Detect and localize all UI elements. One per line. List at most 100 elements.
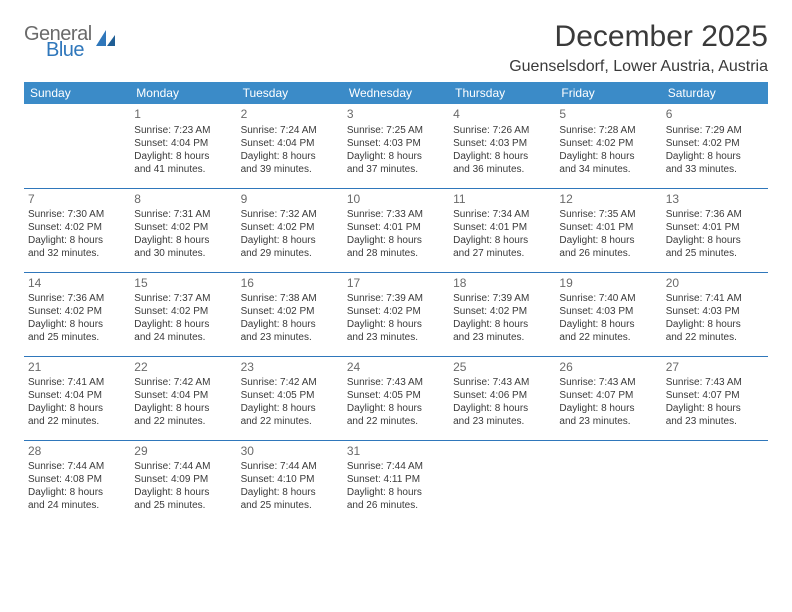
day-daylight2: and 41 minutes. (134, 163, 232, 176)
day-sunset: Sunset: 4:01 PM (559, 221, 657, 234)
day-sunrise: Sunrise: 7:35 AM (559, 208, 657, 221)
calendar-cell: 10Sunrise: 7:33 AMSunset: 4:01 PMDayligh… (343, 188, 449, 272)
day-sunset: Sunset: 4:07 PM (666, 389, 764, 402)
day-number: 15 (134, 276, 232, 292)
calendar-cell (555, 440, 661, 524)
day-number: 14 (28, 276, 126, 292)
day-sunrise: Sunrise: 7:41 AM (666, 292, 764, 305)
day-daylight1: Daylight: 8 hours (241, 150, 339, 163)
calendar-cell: 13Sunrise: 7:36 AMSunset: 4:01 PMDayligh… (662, 188, 768, 272)
day-number: 20 (666, 276, 764, 292)
day-sunrise: Sunrise: 7:44 AM (241, 460, 339, 473)
weekday-wednesday: Wednesday (343, 82, 449, 104)
day-sunset: Sunset: 4:02 PM (134, 305, 232, 318)
day-daylight2: and 34 minutes. (559, 163, 657, 176)
day-number: 5 (559, 107, 657, 123)
calendar-cell: 23Sunrise: 7:42 AMSunset: 4:05 PMDayligh… (237, 356, 343, 440)
day-sunrise: Sunrise: 7:42 AM (134, 376, 232, 389)
day-number: 25 (453, 360, 551, 376)
day-daylight2: and 24 minutes. (28, 499, 126, 512)
day-sunset: Sunset: 4:04 PM (28, 389, 126, 402)
day-sunset: Sunset: 4:03 PM (559, 305, 657, 318)
day-sunrise: Sunrise: 7:36 AM (28, 292, 126, 305)
day-sunrise: Sunrise: 7:24 AM (241, 124, 339, 137)
month-title: December 2025 (509, 20, 768, 54)
day-number: 26 (559, 360, 657, 376)
header-row: General Blue December 2025 Guenselsdorf,… (24, 20, 768, 76)
day-daylight2: and 33 minutes. (666, 163, 764, 176)
day-sunrise: Sunrise: 7:44 AM (347, 460, 445, 473)
day-sunset: Sunset: 4:11 PM (347, 473, 445, 486)
day-sunrise: Sunrise: 7:25 AM (347, 124, 445, 137)
calendar-row: 7Sunrise: 7:30 AMSunset: 4:02 PMDaylight… (24, 188, 768, 272)
logo: General Blue (24, 24, 117, 60)
day-number: 29 (134, 444, 232, 460)
calendar-cell: 2Sunrise: 7:24 AMSunset: 4:04 PMDaylight… (237, 104, 343, 188)
day-sunrise: Sunrise: 7:43 AM (559, 376, 657, 389)
weekday-sunday: Sunday (24, 82, 130, 104)
day-sunset: Sunset: 4:03 PM (347, 137, 445, 150)
calendar-cell: 14Sunrise: 7:36 AMSunset: 4:02 PMDayligh… (24, 272, 130, 356)
calendar-cell: 9Sunrise: 7:32 AMSunset: 4:02 PMDaylight… (237, 188, 343, 272)
day-number: 7 (28, 192, 126, 208)
calendar-cell: 26Sunrise: 7:43 AMSunset: 4:07 PMDayligh… (555, 356, 661, 440)
day-daylight2: and 22 minutes. (28, 415, 126, 428)
day-sunrise: Sunrise: 7:32 AM (241, 208, 339, 221)
calendar-cell: 30Sunrise: 7:44 AMSunset: 4:10 PMDayligh… (237, 440, 343, 524)
day-daylight2: and 28 minutes. (347, 247, 445, 260)
day-sunrise: Sunrise: 7:36 AM (666, 208, 764, 221)
calendar-cell: 19Sunrise: 7:40 AMSunset: 4:03 PMDayligh… (555, 272, 661, 356)
day-daylight2: and 25 minutes. (134, 499, 232, 512)
day-daylight1: Daylight: 8 hours (134, 486, 232, 499)
day-sunrise: Sunrise: 7:29 AM (666, 124, 764, 137)
day-sunrise: Sunrise: 7:33 AM (347, 208, 445, 221)
day-sunrise: Sunrise: 7:41 AM (28, 376, 126, 389)
day-sunrise: Sunrise: 7:26 AM (453, 124, 551, 137)
weekday-monday: Monday (130, 82, 236, 104)
day-daylight2: and 22 minutes. (666, 331, 764, 344)
calendar-cell: 6Sunrise: 7:29 AMSunset: 4:02 PMDaylight… (662, 104, 768, 188)
day-number: 16 (241, 276, 339, 292)
day-sunset: Sunset: 4:04 PM (241, 137, 339, 150)
day-number: 30 (241, 444, 339, 460)
day-daylight1: Daylight: 8 hours (559, 402, 657, 415)
day-daylight1: Daylight: 8 hours (134, 234, 232, 247)
day-number: 12 (559, 192, 657, 208)
day-sunset: Sunset: 4:08 PM (28, 473, 126, 486)
day-daylight2: and 23 minutes. (241, 331, 339, 344)
day-sunset: Sunset: 4:01 PM (453, 221, 551, 234)
day-daylight2: and 23 minutes. (453, 331, 551, 344)
calendar-cell (24, 104, 130, 188)
day-sunset: Sunset: 4:10 PM (241, 473, 339, 486)
weekday-row: Sunday Monday Tuesday Wednesday Thursday… (24, 82, 768, 104)
calendar-table: Sunday Monday Tuesday Wednesday Thursday… (24, 82, 768, 524)
day-daylight2: and 26 minutes. (559, 247, 657, 260)
calendar-cell: 24Sunrise: 7:43 AMSunset: 4:05 PMDayligh… (343, 356, 449, 440)
day-daylight1: Daylight: 8 hours (347, 486, 445, 499)
calendar-cell: 12Sunrise: 7:35 AMSunset: 4:01 PMDayligh… (555, 188, 661, 272)
calendar-row: 1Sunrise: 7:23 AMSunset: 4:04 PMDaylight… (24, 104, 768, 188)
day-daylight1: Daylight: 8 hours (241, 486, 339, 499)
day-daylight1: Daylight: 8 hours (666, 150, 764, 163)
day-daylight2: and 23 minutes. (347, 331, 445, 344)
day-daylight1: Daylight: 8 hours (666, 318, 764, 331)
calendar-cell: 28Sunrise: 7:44 AMSunset: 4:08 PMDayligh… (24, 440, 130, 524)
calendar-cell: 25Sunrise: 7:43 AMSunset: 4:06 PMDayligh… (449, 356, 555, 440)
day-sunset: Sunset: 4:03 PM (453, 137, 551, 150)
calendar-row: 21Sunrise: 7:41 AMSunset: 4:04 PMDayligh… (24, 356, 768, 440)
day-sunrise: Sunrise: 7:43 AM (453, 376, 551, 389)
day-daylight1: Daylight: 8 hours (28, 402, 126, 415)
weekday-friday: Friday (555, 82, 661, 104)
day-number: 4 (453, 107, 551, 123)
day-daylight1: Daylight: 8 hours (453, 402, 551, 415)
day-sunset: Sunset: 4:02 PM (28, 305, 126, 318)
calendar-cell: 1Sunrise: 7:23 AMSunset: 4:04 PMDaylight… (130, 104, 236, 188)
logo-word-blue: Blue (46, 40, 92, 60)
day-number: 17 (347, 276, 445, 292)
weekday-tuesday: Tuesday (237, 82, 343, 104)
day-daylight1: Daylight: 8 hours (134, 402, 232, 415)
day-number: 27 (666, 360, 764, 376)
calendar-cell: 27Sunrise: 7:43 AMSunset: 4:07 PMDayligh… (662, 356, 768, 440)
calendar-header: Sunday Monday Tuesday Wednesday Thursday… (24, 82, 768, 104)
day-number: 6 (666, 107, 764, 123)
